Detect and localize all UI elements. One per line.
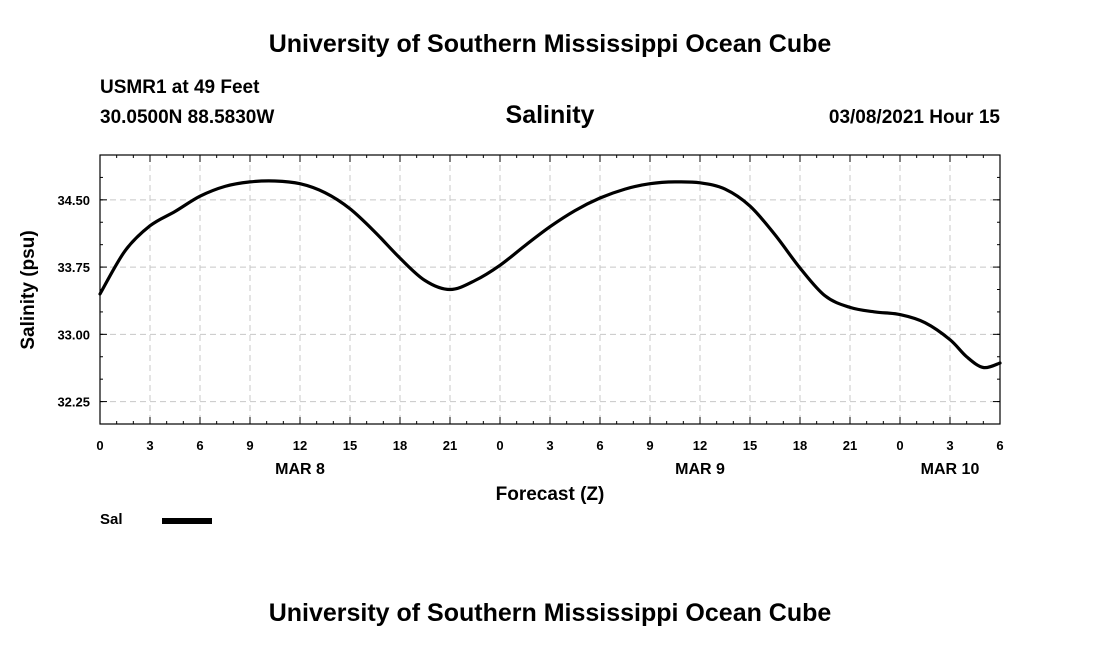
x-axis-ticks: 0 3 6 9 12 15 18 21 0 3 6 9 12 15 18 21 0 3 6 xyxy=(96,155,1004,453)
x-tick-label: 18 xyxy=(793,438,807,453)
x-tick-label: 3 xyxy=(146,438,153,453)
legend: Sal xyxy=(100,511,212,528)
coordinates-label: 30.0500N 88.5830W xyxy=(100,107,275,128)
day-label: MAR 10 xyxy=(921,461,980,478)
legend-label: Sal xyxy=(100,511,123,528)
chart-title: Salinity xyxy=(505,101,595,129)
x-tick-label: 21 xyxy=(843,438,857,453)
grid-lines xyxy=(100,155,1000,424)
x-tick-label: 0 xyxy=(896,438,903,453)
x-tick-label: 9 xyxy=(246,438,253,453)
day-label: MAR 9 xyxy=(675,461,725,478)
y-tick-label: 34.50 xyxy=(57,193,90,208)
x-tick-label: 0 xyxy=(96,438,103,453)
x-tick-label: 12 xyxy=(693,438,707,453)
day-label: MAR 8 xyxy=(275,461,325,478)
x-axis-label: Forecast (Z) xyxy=(496,484,605,505)
y-tick-label: 33.75 xyxy=(57,260,90,275)
day-labels: MAR 8 MAR 9 MAR 10 xyxy=(275,461,979,478)
series-line-sal xyxy=(98,179,1002,370)
x-tick-label: 12 xyxy=(293,438,307,453)
y-tick-label: 33.00 xyxy=(57,327,90,342)
x-tick-label: 6 xyxy=(196,438,203,453)
x-tick-label: 3 xyxy=(946,438,953,453)
x-tick-label: 21 xyxy=(443,438,457,453)
timestamp-label: 03/08/2021 Hour 15 xyxy=(828,107,1000,128)
x-tick-label: 6 xyxy=(596,438,603,453)
x-tick-label: 9 xyxy=(646,438,653,453)
footer-title: University of Southern Mississippi Ocean… xyxy=(268,599,832,627)
page-title: University of Southern Mississippi Ocean… xyxy=(268,30,832,58)
x-tick-label: 6 xyxy=(996,438,1003,453)
x-tick-label: 15 xyxy=(343,438,357,453)
series-layer xyxy=(98,179,1002,370)
x-tick-label: 18 xyxy=(393,438,407,453)
station-label: USMR1 at 49 Feet xyxy=(100,77,260,98)
y-axis-ticks: 32.25 33.00 33.75 34.50 xyxy=(57,154,1000,425)
x-tick-label: 3 xyxy=(546,438,553,453)
y-axis-label: Salinity (psu) xyxy=(18,230,39,349)
x-tick-label: 15 xyxy=(743,438,757,453)
x-tick-label: 0 xyxy=(496,438,503,453)
y-tick-label: 32.25 xyxy=(57,395,90,410)
